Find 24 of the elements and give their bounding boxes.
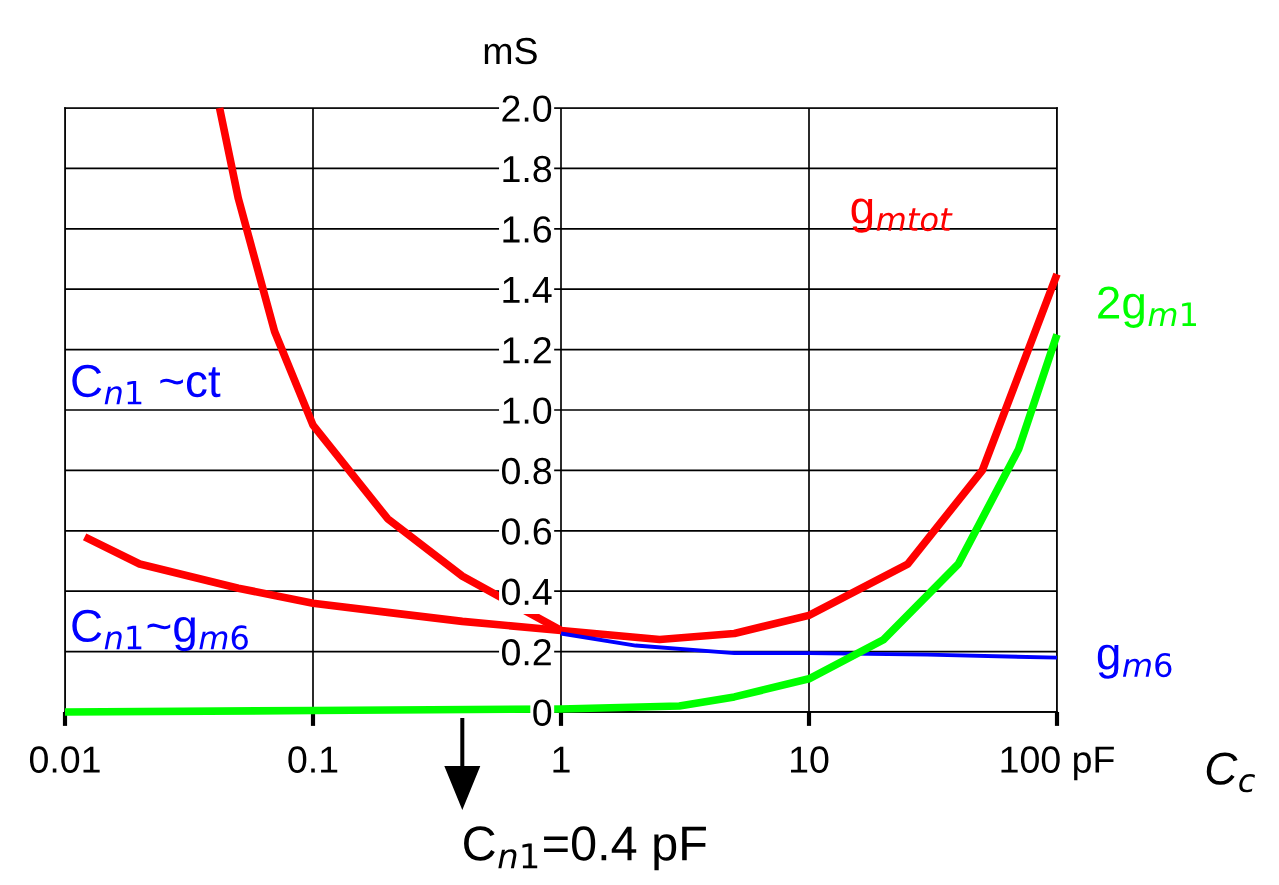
y-tick-label: 0.8 <box>502 457 552 485</box>
series-label: g$_{m6}$ <box>1097 644 1172 679</box>
y-tick-label: 1.6 <box>503 216 552 243</box>
x-tick-label: 0.01 <box>29 746 100 773</box>
y-tick-label: 1.2 <box>503 337 551 364</box>
y-axis-title: mS <box>484 37 537 65</box>
annotation: C$_{n1}$~g$_{m6}$ <box>72 609 248 652</box>
text: g$_{mtot}$ <box>851 198 953 233</box>
y-tick-label: 0 <box>533 699 552 726</box>
y-tick-label: 0.6 <box>502 518 552 545</box>
y-tick-label: 0.2 <box>502 639 551 666</box>
annotation: C$_{n1}$ ~ct <box>72 364 221 405</box>
x-tick-label: 1 <box>553 746 570 773</box>
x-axis-title: C$_{c}$ <box>1206 752 1255 793</box>
series-label: 2g$_{m1}$ <box>1098 286 1197 328</box>
y-tick-label: 2.0 <box>502 95 552 122</box>
y-tick-label: 0.4 <box>502 578 552 606</box>
x-tick-label: 0.1 <box>288 746 338 773</box>
x-tick-label: 10 <box>791 746 829 773</box>
x-tick-label: 100 pF <box>1001 746 1114 781</box>
y-tick-label: 1.8 <box>503 155 552 183</box>
y-tick-label: 1.4 <box>503 276 552 303</box>
annotation: C$_{n1}$=0.4 pF <box>464 826 706 871</box>
y-tick-label: 1.0 <box>503 397 552 424</box>
